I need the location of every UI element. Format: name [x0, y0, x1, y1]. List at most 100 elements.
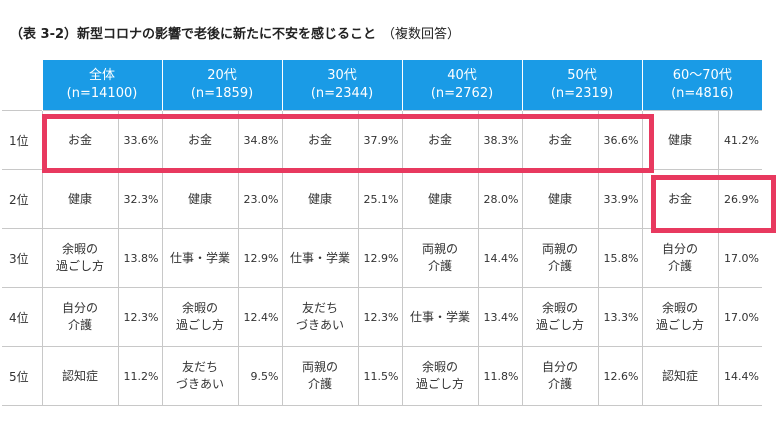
concern-item: 仕事・学業 [161, 228, 238, 288]
header-row: 全体 (n=14100) 20代 (n=1859) 30代 (n=2344) 40代 (… [2, 60, 762, 111]
header-group: 50代 (n=2319) [521, 60, 642, 111]
concern-item: 友だち づきあい [161, 346, 238, 406]
concern-item: お金 [641, 169, 718, 229]
concern-percent: 12.4% [237, 287, 282, 347]
concern-percent: 26.9% [717, 169, 762, 229]
concern-item-line: 余暇の [181, 301, 218, 315]
concern-item: 仕事・学業 [281, 228, 358, 288]
concern-percent: 36.6% [597, 110, 642, 170]
concern-item-line: 介護 [67, 318, 92, 332]
concern-item: 健康 [401, 169, 478, 229]
group-name: 40代 [447, 68, 477, 83]
concern-item: 自分の 介護 [521, 346, 598, 406]
concern-item-line: 自分の [61, 301, 98, 315]
concern-item: 自分の 介護 [41, 287, 118, 347]
concern-item: 自分の 介護 [641, 228, 718, 288]
concern-percent: 15.8% [597, 228, 642, 288]
concern-item-line: 健康 [667, 132, 692, 147]
concern-item-line: 過ごし方 [655, 318, 704, 332]
concern-item: 認知症 [41, 346, 118, 406]
group-name: 50代 [567, 68, 597, 83]
concern-percent: 12.9% [357, 228, 402, 288]
table-row: 1位 お金 33.6% お金 34.8% お金 37.9% お金 38.3% お金 36.6% 健康 4… [2, 110, 762, 170]
rank-label: 1位 [2, 110, 42, 170]
concern-item: 余暇の 過ごし方 [521, 287, 598, 347]
concern-item-line: 両親の [421, 242, 458, 256]
concern-item-line: 認知症 [61, 368, 98, 383]
concern-item-line: 介護 [547, 259, 572, 273]
concern-item: 余暇の 過ごし方 [41, 228, 118, 288]
concern-percent: 11.8% [477, 346, 522, 406]
concern-item-line: 過ごし方 [535, 318, 584, 332]
concern-item: 両親の 介護 [281, 346, 358, 406]
concern-item-line: 自分の [661, 242, 698, 256]
table-row: 3位 余暇の 過ごし方 13.8% 仕事・学業 12.9% 仕事・学業 12.9% 両親の 介護 1… [2, 228, 762, 288]
concern-item-line: 仕事・学業 [289, 250, 350, 265]
header-group: 40代 (n=2762) [401, 60, 522, 111]
concern-item: 余暇の 過ごし方 [641, 287, 718, 347]
concern-item-line: お金 [427, 132, 452, 147]
concern-item: お金 [521, 110, 598, 170]
concern-item-line: 介護 [427, 259, 452, 273]
table-title: （表 3-2）新型コロナの影響で老後に新たに不安を感じること （複数回答） [10, 23, 460, 42]
concern-item-line: 健康 [307, 191, 332, 206]
concern-item-line: お金 [67, 132, 92, 147]
group-n: (n=14100) [66, 86, 138, 101]
concern-item-line: 認知症 [661, 368, 698, 383]
concern-percent: 12.3% [357, 287, 402, 347]
concern-item: 認知症 [641, 346, 718, 406]
concern-item: 余暇の 過ごし方 [161, 287, 238, 347]
concern-item: お金 [281, 110, 358, 170]
concern-item-line: 健康 [187, 191, 212, 206]
group-n: (n=2319) [550, 86, 614, 101]
concern-percent: 12.9% [237, 228, 282, 288]
concern-percent: 17.0% [717, 228, 762, 288]
rank-label: 2位 [2, 169, 42, 229]
concern-percent: 13.3% [597, 287, 642, 347]
concern-item: 両親の 介護 [521, 228, 598, 288]
concern-item-line: 余暇の [661, 301, 698, 315]
concern-item-line: お金 [307, 132, 332, 147]
concern-percent: 13.4% [477, 287, 522, 347]
concern-item-line: お金 [187, 132, 212, 147]
concern-percent: 32.3% [117, 169, 162, 229]
rank-label: 4位 [2, 287, 42, 347]
header-group: 20代 (n=1859) [161, 60, 282, 111]
rank-label: 3位 [2, 228, 42, 288]
concern-item: 余暇の 過ごし方 [401, 346, 478, 406]
concern-item: 両親の 介護 [401, 228, 478, 288]
concern-item-line: づきあい [295, 318, 344, 332]
concern-percent: 9.5% [237, 346, 282, 406]
table-row: 2位 健康 32.3% 健康 23.0% 健康 25.1% 健康 28.0% 健康 33.9% お金 2… [2, 169, 762, 229]
concern-item-line: 健康 [427, 191, 452, 206]
concern-percent: 14.4% [477, 228, 522, 288]
concern-percent: 11.2% [117, 346, 162, 406]
group-name: 20代 [207, 68, 237, 83]
group-n: (n=1859) [190, 86, 254, 101]
concern-percent: 25.1% [357, 169, 402, 229]
header-corner [2, 60, 42, 111]
concern-item-line: 過ごし方 [175, 318, 224, 332]
title-text: （表 3-2）新型コロナの影響で老後に新たに不安を感じること [10, 27, 377, 42]
group-n: (n=2344) [310, 86, 374, 101]
rank-label: 5位 [2, 346, 42, 406]
concern-item: 健康 [41, 169, 118, 229]
table-row: 5位 認知症 11.2% 友だち づきあい 9.5% 両親の 介護 11.5% 余暇の 過ごし方 11… [2, 346, 762, 406]
concern-item-line: 余暇の [61, 242, 98, 256]
concern-item: 健康 [281, 169, 358, 229]
concern-item-line: 仕事・学業 [409, 309, 470, 324]
concern-percent: 14.4% [717, 346, 762, 406]
concern-item-line: 仕事・学業 [169, 250, 230, 265]
header-group: 全体 (n=14100) [41, 60, 162, 111]
ranking-table: 全体 (n=14100) 20代 (n=1859) 30代 (n=2344) 40代 (… [2, 60, 762, 406]
header-group: 60～70代 (n=4816) [641, 60, 762, 111]
title-note: （複数回答） [382, 27, 461, 42]
header-group: 30代 (n=2344) [281, 60, 402, 111]
concern-item-line: 介護 [547, 377, 572, 391]
group-name: 60～70代 [672, 68, 732, 83]
concern-percent: 33.6% [117, 110, 162, 170]
concern-percent: 33.9% [597, 169, 642, 229]
group-name: 30代 [327, 68, 357, 83]
concern-item-line: 介護 [307, 377, 332, 391]
concern-item-line: 余暇の [421, 360, 458, 374]
